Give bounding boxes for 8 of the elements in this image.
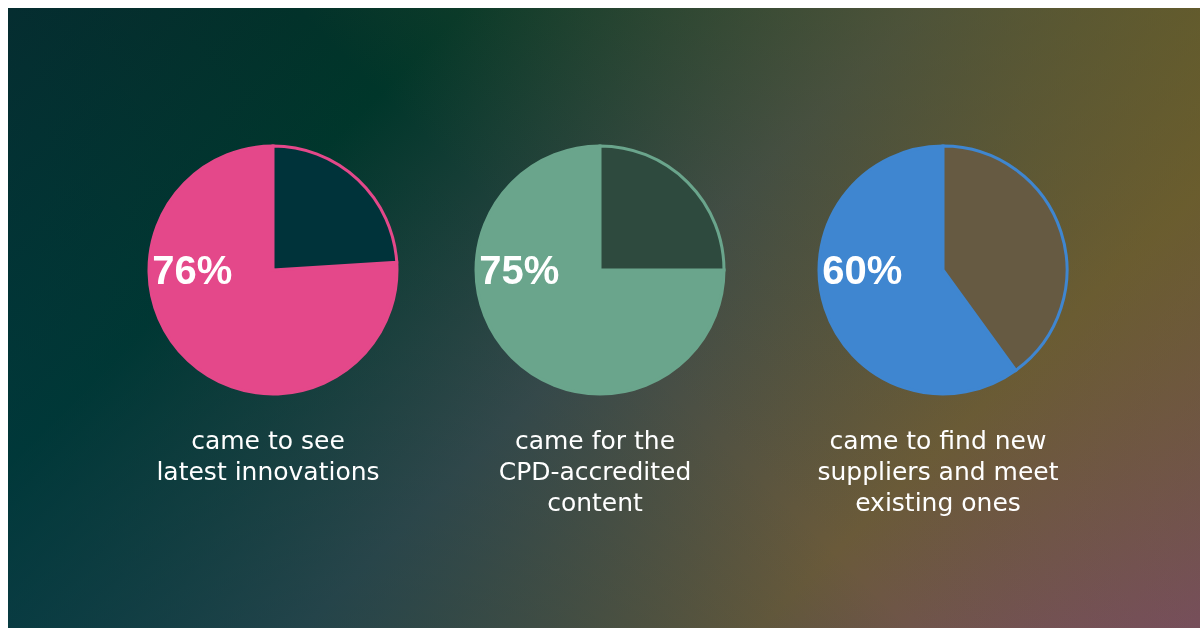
- data-label: 75%: [479, 248, 560, 292]
- data-label: 60%: [822, 248, 903, 292]
- pie-slice: [474, 144, 726, 396]
- pie-slice: [147, 144, 399, 396]
- text: came to see latest innovations: [155, 425, 381, 487]
- data-label: 76%: [152, 248, 233, 292]
- text: came for the CPD-accredited content: [497, 425, 693, 518]
- text: came to find new suppliers and meet existing ones: [816, 425, 1060, 518]
